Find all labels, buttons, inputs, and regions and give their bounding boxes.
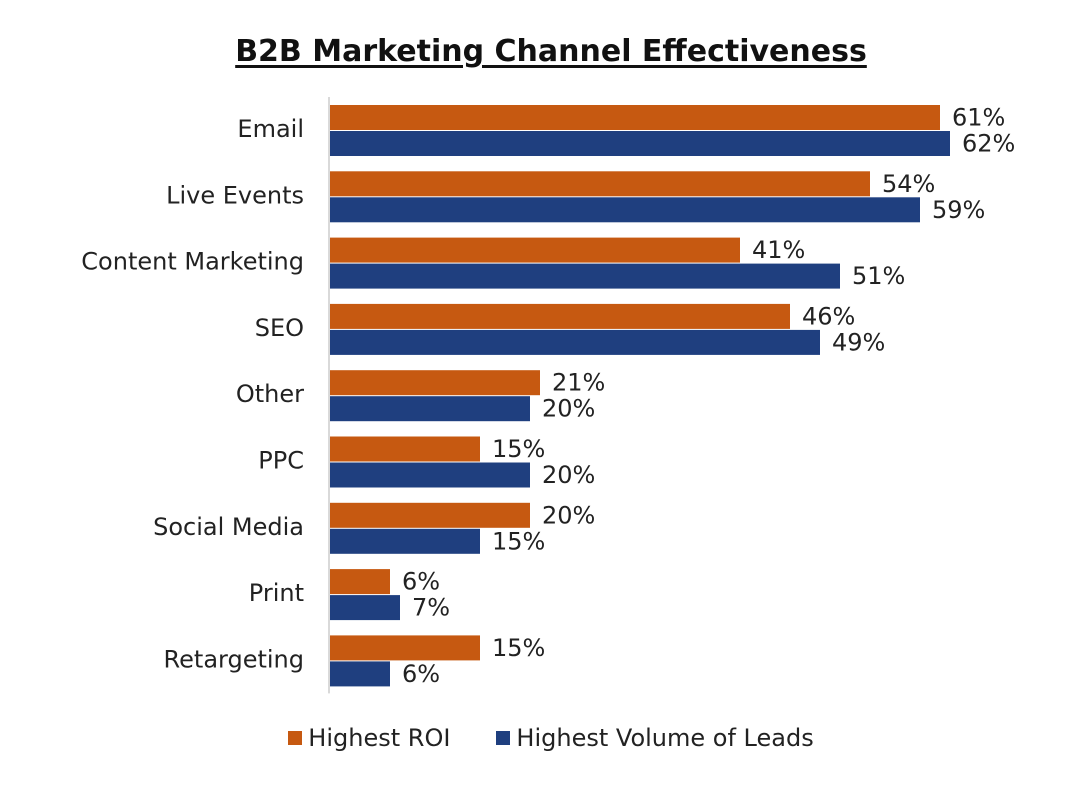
chart-plot: Email Live Events Content Marketing SEO Othe… [81, 97, 1015, 694]
value-label-content-marketing-highest-roi: 41% [752, 236, 805, 264]
bar-email-highest-volume-of-leads [330, 131, 950, 156]
bar-print-highest-volume-of-leads [330, 595, 400, 621]
bar-live-events-highest-roi [330, 171, 870, 197]
legend-item-highest-volume-of-leads: Highest Volume of Leads [496, 724, 814, 752]
legend-label-highest-volume-of-leads: Highest Volume of Leads [516, 724, 814, 752]
category-label-seo: SEO [255, 314, 304, 342]
bar-other-highest-volume-of-leads [330, 396, 530, 422]
bar-seo-highest-volume-of-leads [330, 329, 820, 355]
bar-social-media-highest-roi [330, 502, 530, 528]
value-label-live-events-highest-roi: 54% [882, 170, 935, 198]
value-label-seo-highest-roi: 46% [802, 302, 855, 330]
bar-retargeting-highest-volume-of-leads [330, 661, 390, 687]
bar-other-highest-roi [330, 370, 540, 396]
bar-social-media-highest-volume-of-leads [330, 528, 480, 554]
value-label-ppc-highest-roi: 15% [492, 435, 545, 463]
legend-label-highest-roi: Highest ROI [308, 724, 451, 752]
value-labels: 61%62%54%59%41%51%46%49%21%20%15%20%20%1… [402, 104, 1015, 688]
value-label-seo-highest-volume-of-leads: 49% [832, 328, 885, 356]
bar-seo-highest-roi [330, 303, 790, 329]
category-label-other: Other [236, 380, 304, 408]
bar-content-marketing-highest-roi [330, 237, 740, 263]
bar-ppc-highest-volume-of-leads [330, 462, 530, 488]
value-label-retargeting-highest-roi: 15% [492, 634, 545, 662]
category-label-live-events: Live Events [166, 181, 304, 209]
chart-title: B2B Marketing Channel Effectiveness [235, 34, 867, 69]
legend-item-highest-roi: Highest ROI [288, 724, 450, 752]
legend-swatch-highest-roi [288, 731, 303, 745]
category-label-ppc: PPC [258, 447, 304, 475]
value-label-retargeting-highest-volume-of-leads: 6% [402, 660, 440, 688]
bar-live-events-highest-volume-of-leads [330, 197, 920, 223]
value-label-ppc-highest-volume-of-leads: 20% [542, 461, 595, 489]
category-label-print: Print [249, 579, 304, 607]
value-label-social-media-highest-volume-of-leads: 15% [492, 527, 545, 555]
bar-email-highest-roi [330, 105, 940, 130]
category-label-content-marketing: Content Marketing [81, 248, 304, 276]
value-label-live-events-highest-volume-of-leads: 59% [932, 196, 985, 224]
bar-retargeting-highest-roi [330, 635, 480, 661]
value-label-print-highest-roi: 6% [402, 568, 440, 596]
value-label-email-highest-volume-of-leads: 62% [962, 130, 1015, 158]
value-label-other-highest-roi: 21% [552, 369, 605, 397]
bar-print-highest-roi [330, 569, 390, 595]
value-label-email-highest-roi: 61% [952, 104, 1005, 132]
bar-ppc-highest-roi [330, 436, 480, 462]
category-label-email: Email [237, 115, 304, 143]
value-label-other-highest-volume-of-leads: 20% [542, 395, 595, 423]
value-label-print-highest-volume-of-leads: 7% [412, 594, 450, 622]
legend: Highest ROI Highest Volume of Leads [0, 724, 1072, 752]
category-label-social-media: Social Media [153, 513, 304, 541]
value-label-content-marketing-highest-volume-of-leads: 51% [852, 262, 905, 290]
category-label-retargeting: Retargeting [164, 645, 304, 673]
category-labels: Email Live Events Content Marketing SEO Othe… [81, 115, 304, 673]
bars [330, 105, 950, 687]
value-label-social-media-highest-roi: 20% [542, 501, 595, 529]
legend-swatch-highest-volume-of-leads [496, 731, 511, 745]
bar-content-marketing-highest-volume-of-leads [330, 263, 840, 289]
